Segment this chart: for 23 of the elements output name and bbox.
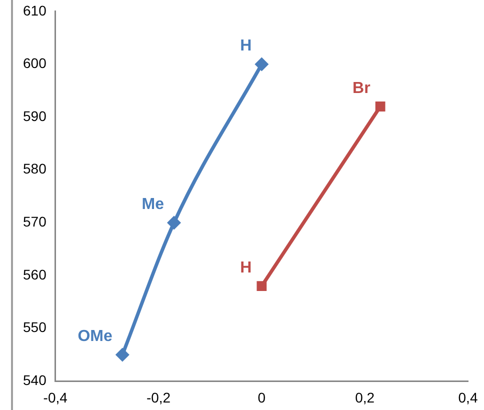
point: [256, 281, 267, 292]
point: [115, 348, 130, 362]
x-tick-label: -0,2: [146, 389, 171, 406]
y-tick-label: 550: [23, 319, 47, 336]
y-tick-label: 580: [23, 160, 47, 177]
y-tick-label: 590: [23, 108, 47, 124]
annotation: OMe: [78, 328, 113, 346]
y-tick-label: 540: [23, 372, 47, 388]
annotation: Me: [142, 196, 164, 214]
x-tick-label: 0,2: [355, 389, 375, 406]
y-tick-label: 560: [23, 266, 47, 282]
annotation: H: [240, 38, 252, 55]
point: [254, 57, 269, 72]
x-tick-label: 0,4: [458, 389, 478, 406]
y-tick-label: 570: [23, 214, 47, 230]
x-tick-label: -0,4: [43, 389, 68, 406]
annotation: H: [240, 260, 252, 277]
point: [375, 102, 386, 112]
y-tick-label: 610: [23, 2, 47, 18]
x-tick-label: 0: [258, 389, 266, 406]
point: [166, 216, 181, 230]
y-tick-label: 600: [23, 55, 47, 72]
annotation: Br: [352, 80, 370, 97]
